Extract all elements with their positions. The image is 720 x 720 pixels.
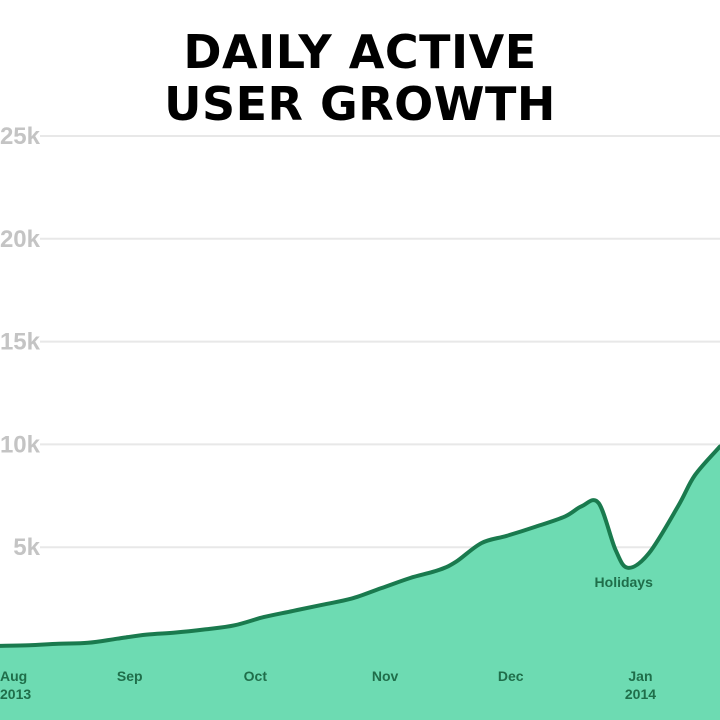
x-tick-label-4: Dec xyxy=(498,668,524,684)
y-tick-label-0: 5k xyxy=(13,534,40,561)
chart-title: DAILY ACTIVE USER GROWTH xyxy=(0,26,720,130)
series-area xyxy=(0,446,720,720)
chart-title-line-1: DAILY ACTIVE xyxy=(183,25,537,79)
series-line xyxy=(0,444,720,648)
chart-title-line-2: USER GROWTH xyxy=(164,77,556,131)
x-tick-label-2: Oct xyxy=(244,668,268,684)
x-tick-label-1: Sep xyxy=(117,668,143,684)
y-tick-label-1: 10k xyxy=(0,431,41,458)
x-tick-label-5: Jan xyxy=(628,668,652,684)
x-tick-label-0: Aug xyxy=(0,668,27,684)
x-tick-label-3: Nov xyxy=(372,668,399,684)
y-tick-label-4: 25k xyxy=(0,123,41,150)
y-tick-label-3: 20k xyxy=(0,226,41,253)
annotation-0: Holidays xyxy=(595,574,654,590)
x-tick-sublabel-5: 2014 xyxy=(625,686,656,702)
x-tick-sublabel-0: 2013 xyxy=(0,686,31,702)
y-tick-label-2: 15k xyxy=(0,329,41,356)
